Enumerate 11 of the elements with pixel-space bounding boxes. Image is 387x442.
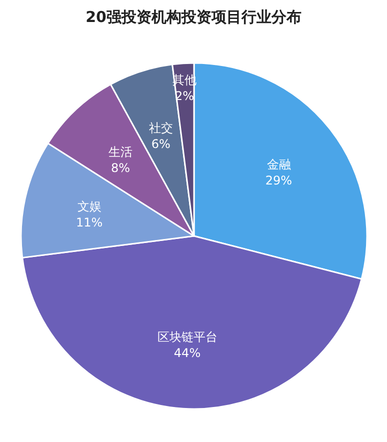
chart-title: 20强投资机构投资项目行业分布 <box>86 8 302 26</box>
slice-label: 社交 <box>148 120 173 135</box>
data-label: 11% <box>76 216 103 230</box>
data-label: 6% <box>151 136 170 151</box>
slice-label: 金融 <box>266 157 291 172</box>
data-label: 8% <box>111 160 130 175</box>
slice-label: 生活 <box>108 144 133 159</box>
slice-label: 区块链平台 <box>157 330 218 344</box>
data-label: 44% <box>174 346 201 360</box>
data-label: 29% <box>265 173 292 188</box>
slice-label: 文娱 <box>77 200 102 214</box>
